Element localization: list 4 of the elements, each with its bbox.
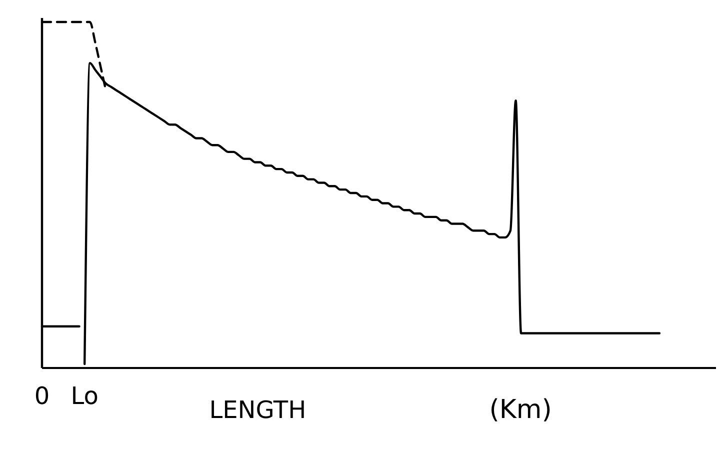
- text: (Km): [489, 395, 552, 425]
- x-axis-title: LENGTH: [209, 396, 306, 424]
- x-tick-label: 0: [34, 382, 50, 410]
- x-tick-label: Lo: [70, 382, 98, 410]
